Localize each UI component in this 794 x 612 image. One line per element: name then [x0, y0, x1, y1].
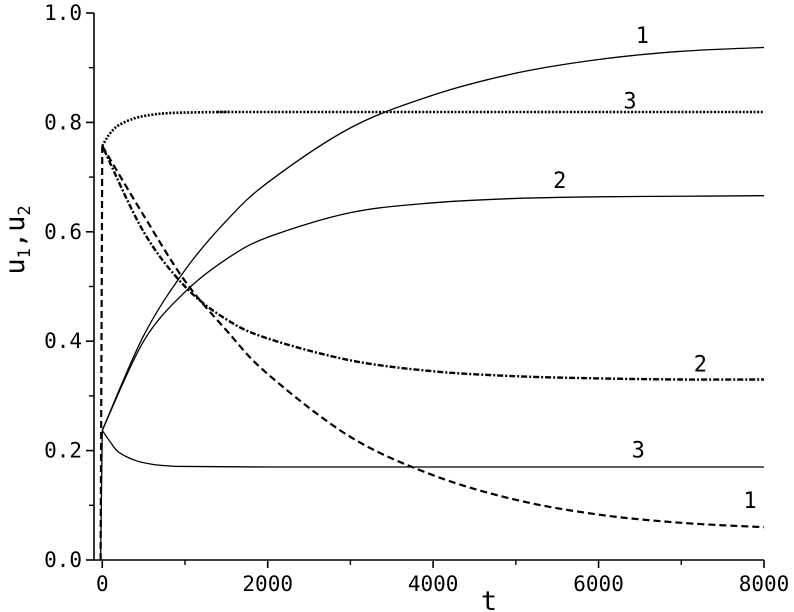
series-label-dotted-3: 3: [623, 90, 636, 115]
x-axis-title: t: [481, 586, 497, 612]
series-label-dotdash-2: 2: [694, 352, 707, 377]
x-tick-label: 6000: [573, 572, 624, 596]
x-tick-label: 0: [96, 572, 109, 596]
y-tick-label: 0.4: [44, 329, 82, 353]
series-solid-2-line: [101, 195, 765, 431]
y-axis-title-u1: u: [0, 258, 31, 274]
y-axis-title-sep: ,: [0, 232, 31, 248]
y-axis-title-sub2: 2: [15, 205, 35, 215]
y-tick-label: 0.2: [44, 439, 82, 463]
x-tick-label: 8000: [739, 572, 790, 596]
series-dotdash-2-line: [101, 145, 765, 381]
series-label-solid-1: 1: [636, 24, 649, 49]
series-dotted-3-line: [101, 110, 764, 147]
series-solid-1-line: [101, 46, 765, 431]
y-tick-label: 0.8: [44, 110, 82, 134]
y-axis-title: u1,u2: [0, 205, 35, 274]
y-axis-title-u2: u: [0, 216, 31, 232]
series-dashed-1-line: [101, 145, 765, 529]
axes-layer: 0.0 0.2 0.4 0.6 0.8 1.0 0 2000 4000 6000 8000: [44, 1, 789, 596]
y-tick-label: 1.0: [44, 1, 82, 25]
series-solid-3-line: [101, 429, 764, 468]
y-tick-label: 0.6: [44, 220, 82, 244]
initial-jump-line-2: [99, 430, 103, 561]
y-tick-label: 0.0: [44, 548, 82, 572]
x-tick-label: 4000: [408, 572, 459, 596]
series-layer: 1 2 3 1 2 3: [99, 24, 765, 561]
y-axis-title-sub1: 1: [15, 248, 35, 258]
series-label-dashed-1: 1: [743, 489, 756, 514]
series-label-solid-3: 3: [632, 439, 645, 464]
series-label-solid-2: 2: [553, 169, 566, 194]
svg-text:u1,u2: u1,u2: [0, 205, 35, 274]
x-tick-label: 2000: [242, 572, 293, 596]
